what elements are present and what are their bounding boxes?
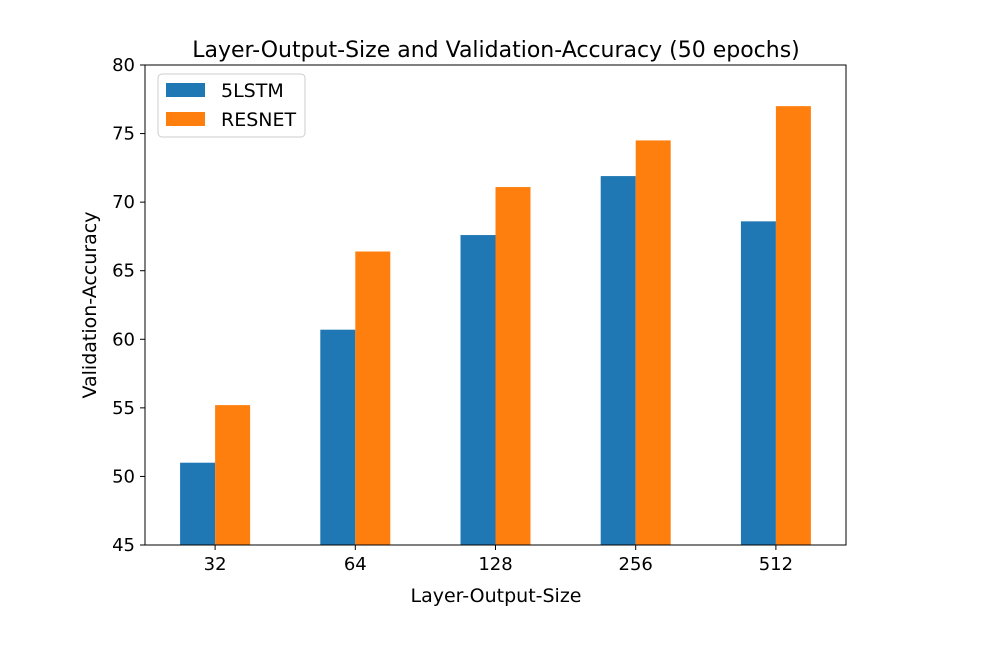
y-tick-label-55: 55 [112, 398, 135, 419]
plot-frame [144, 64, 847, 546]
x-tick-label-32: 32 [204, 554, 227, 575]
bar-resnet-512 [775, 106, 811, 546]
x-axis: 32 64 128 256 512 [204, 545, 793, 575]
bar-5lstm-512 [740, 221, 776, 546]
y-tick-label-75: 75 [112, 124, 135, 145]
y-tick-label-45: 45 [112, 535, 135, 556]
bar-5lstm-32 [180, 462, 216, 545]
x-axis-label: Layer-Output-Size [411, 585, 582, 607]
y-axis: 45 50 55 60 65 70 75 80 [112, 55, 145, 556]
bar-resnet-128 [495, 187, 531, 546]
y-tick-label-60: 60 [112, 329, 135, 350]
chart-title: Layer-Output-Size and Validation-Accurac… [192, 38, 800, 63]
bar-5lstm-128 [460, 235, 496, 546]
x-tick-label-128: 128 [478, 554, 512, 575]
bar-resnet-64 [355, 251, 391, 545]
legend-label-5lstm: 5LSTM [221, 80, 284, 102]
bars-layer [180, 106, 811, 546]
y-axis-label: Validation-Accuracy [79, 211, 101, 398]
y-tick-label-65: 65 [112, 261, 135, 282]
bar-5lstm-64 [320, 329, 356, 545]
x-tick-label-512: 512 [759, 554, 793, 575]
x-tick-label-256: 256 [619, 554, 653, 575]
y-tick-label-50: 50 [112, 466, 135, 487]
bar-resnet-32 [215, 405, 251, 545]
x-tick-label-64: 64 [344, 554, 367, 575]
bar-resnet-256 [635, 140, 671, 545]
bar-5lstm-256 [600, 176, 636, 546]
legend-label-resnet: RESNET [221, 109, 296, 131]
legend: 5LSTM RESNET [157, 73, 306, 138]
legend-swatch-resnet [166, 112, 205, 126]
y-tick-label-80: 80 [112, 55, 135, 76]
legend-swatch-5lstm [166, 83, 205, 97]
y-tick-label-70: 70 [112, 192, 135, 213]
